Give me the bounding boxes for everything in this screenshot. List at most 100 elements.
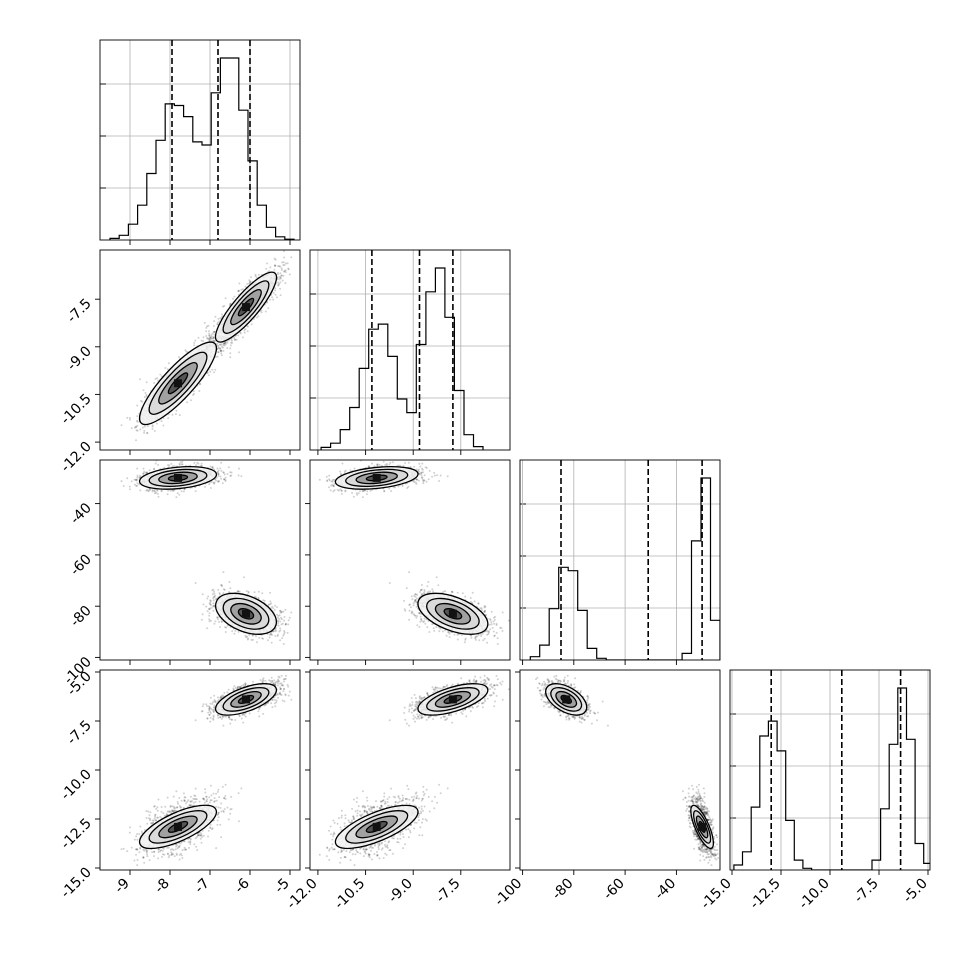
scatter-point xyxy=(280,274,283,277)
scatter-point xyxy=(135,425,138,428)
scatter-point xyxy=(280,274,283,277)
scatter-point xyxy=(197,336,200,339)
scatter-point xyxy=(270,641,273,644)
scatter-point xyxy=(255,276,258,279)
scatter-point xyxy=(139,378,141,381)
scatter-point xyxy=(283,270,285,273)
scatter-point xyxy=(276,296,278,299)
scatter-point xyxy=(238,467,240,470)
scatter-point xyxy=(129,488,131,491)
scatter-point xyxy=(248,633,251,636)
scatter-point xyxy=(206,337,209,340)
scatter-point xyxy=(220,313,223,316)
scatter-point xyxy=(199,382,202,385)
scatter-point xyxy=(134,426,137,429)
scatter-point xyxy=(220,352,223,355)
scatter-point xyxy=(139,428,142,431)
scatter-point xyxy=(229,344,232,347)
scatter-point xyxy=(277,281,280,284)
scatter-point xyxy=(236,590,239,593)
scatter-point xyxy=(274,264,277,267)
scatter-point xyxy=(212,325,215,327)
scatter-point xyxy=(178,414,181,417)
panel-1-0 xyxy=(99,249,301,454)
scatter-point xyxy=(279,627,282,630)
scatter-point xyxy=(249,280,251,283)
scatter-point xyxy=(180,490,183,493)
scatter-point xyxy=(279,609,282,612)
scatter-point xyxy=(216,344,219,347)
scatter-point xyxy=(215,476,218,479)
scatter-point xyxy=(213,596,216,599)
scatter-point xyxy=(146,432,149,435)
scatter-point xyxy=(216,342,219,345)
scatter-point xyxy=(277,622,280,625)
scatter-point xyxy=(209,336,212,339)
scatter-point xyxy=(284,282,287,285)
scatter-point xyxy=(141,426,144,429)
scatter-point xyxy=(274,293,277,296)
scatter-point xyxy=(212,597,215,600)
scatter-point xyxy=(284,271,287,274)
scatter-point xyxy=(157,379,160,382)
scatter-point xyxy=(279,611,282,614)
scatter-point xyxy=(279,272,282,275)
scatter-point xyxy=(218,593,221,596)
scatter-point xyxy=(214,315,217,318)
scatter-point xyxy=(136,482,139,485)
scatter-point xyxy=(208,338,211,341)
scatter-point xyxy=(213,330,216,333)
scatter-point xyxy=(146,471,148,474)
scatter-point xyxy=(206,627,209,630)
scatter-point xyxy=(130,480,133,483)
scatter-point xyxy=(206,597,209,600)
scatter-point xyxy=(238,590,241,593)
scatter-point xyxy=(217,346,220,349)
scatter-point xyxy=(212,481,215,484)
scatter-point xyxy=(282,634,285,637)
scatter-point xyxy=(234,629,237,632)
scatter-point xyxy=(269,600,272,603)
scatter-point xyxy=(237,590,240,593)
scatter-point xyxy=(213,590,215,593)
scatter-point xyxy=(211,593,214,596)
scatter-point xyxy=(145,471,148,474)
scatter-point xyxy=(219,467,222,470)
scatter-point xyxy=(287,268,290,271)
scatter-point xyxy=(209,337,212,339)
scatter-point xyxy=(256,316,258,319)
scatter-point xyxy=(282,264,285,267)
scatter-point xyxy=(213,482,216,485)
scatter-point xyxy=(231,297,234,300)
scatter-point xyxy=(166,368,169,371)
scatter-point xyxy=(208,330,210,333)
scatter-point xyxy=(217,317,220,320)
scatter-point xyxy=(178,462,181,465)
corner-plot-root: -12.0-10.5-9.0-7.5-100-80-60-40-9 -8 -7 -6-… xyxy=(58,39,931,912)
scatter-point xyxy=(126,477,129,480)
scatter-point xyxy=(145,381,148,384)
scatter-point xyxy=(288,273,291,276)
scatter-point xyxy=(216,480,219,483)
scatter-point xyxy=(276,613,278,616)
scatter-point xyxy=(206,371,209,374)
scatter-point xyxy=(133,452,135,454)
scatter-point xyxy=(224,480,227,482)
scatter-point xyxy=(213,481,216,484)
scatter-point xyxy=(156,489,159,492)
scatter-point xyxy=(278,618,281,621)
scatter-point xyxy=(141,400,144,403)
scatter-point xyxy=(175,496,178,499)
scatter-point xyxy=(241,288,244,291)
scatter-point xyxy=(278,630,281,633)
scatter-point xyxy=(242,336,244,339)
scatter-point xyxy=(206,325,209,328)
scatter-point xyxy=(258,636,261,639)
scatter-point xyxy=(279,294,282,297)
scatter-point xyxy=(146,431,149,434)
scatter-point xyxy=(257,315,260,318)
scatter-point xyxy=(136,476,139,479)
scatter-point xyxy=(272,607,275,610)
scatter-point xyxy=(212,602,215,605)
